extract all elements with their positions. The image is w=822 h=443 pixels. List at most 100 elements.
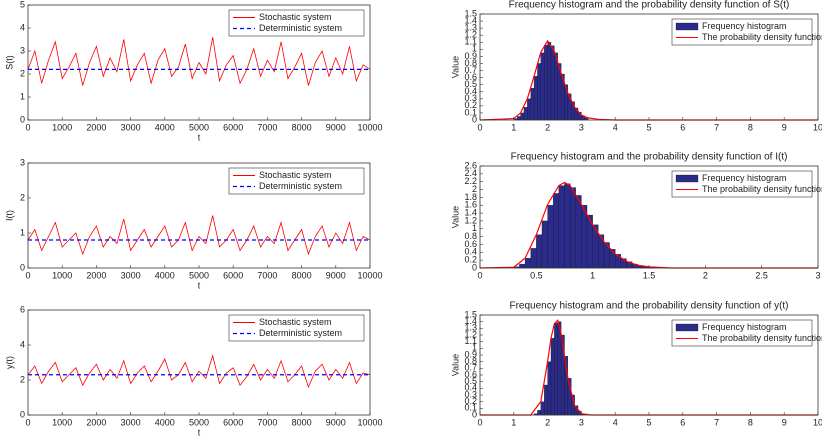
series-line — [27, 353, 371, 389]
x-tick-label: 1.5 — [643, 270, 656, 280]
x-tick-label: 3 — [579, 417, 584, 427]
histogram-bar — [544, 44, 548, 121]
histogram-bar — [523, 107, 528, 121]
y-axis-label: Value — [450, 56, 460, 78]
y-tick-label: 1 — [472, 343, 477, 353]
x-tick-label: 4000 — [155, 270, 175, 280]
histogram-bar — [544, 384, 548, 416]
y-tick-label: 0 — [20, 262, 25, 272]
y-tick-label: 0 — [20, 409, 25, 419]
y-tick-label: 4 — [20, 339, 25, 349]
y-tick-label: 3 — [20, 45, 25, 55]
x-tick-label: 3 — [815, 270, 820, 280]
x-tick-label: 1 — [511, 417, 516, 427]
y-axis-label: y(t) — [4, 356, 14, 369]
histogram-bar — [524, 258, 531, 269]
x-tick-label: 2.5 — [755, 270, 768, 280]
legend-label: Deterministic system — [259, 181, 342, 191]
y-tick-label: 0 — [472, 114, 477, 124]
y-tick-label: 2.6 — [464, 160, 477, 170]
x-tick-label: 5000 — [189, 122, 209, 132]
y-tick-label: 0.4 — [464, 86, 477, 96]
x-tick-label: 8 — [748, 417, 753, 427]
x-tick-label: 5000 — [189, 270, 209, 280]
pdf-line — [480, 319, 818, 416]
legend-box — [228, 9, 365, 37]
y-tick-label: 4 — [20, 22, 25, 32]
y-tick-label: 1.1 — [464, 336, 477, 346]
x-tick-label: 10000 — [357, 417, 382, 427]
histogram-bar — [564, 183, 571, 269]
chart-title: Frequency histogram and the probability … — [511, 152, 788, 163]
pdf-line — [479, 39, 818, 121]
y-tick-label: 0.9 — [464, 349, 477, 359]
histogram-bar — [609, 249, 616, 269]
x-tick-label: 2000 — [86, 270, 106, 280]
series-line — [27, 215, 371, 256]
x-tick-label: 3000 — [121, 122, 141, 132]
legend-swatch — [675, 174, 699, 183]
x-tick-label: 5 — [646, 122, 651, 132]
y-tick-label: 1.8 — [464, 192, 477, 202]
x-tick-label: 7 — [714, 417, 719, 427]
x-tick-label: 0.5 — [530, 270, 543, 280]
y-tick-label: 0 — [472, 409, 477, 419]
x-tick-label: 1 — [511, 122, 516, 132]
x-tick-label: 2000 — [86, 122, 106, 132]
x-tick-label: 6000 — [223, 270, 243, 280]
x-tick-label: 8 — [748, 122, 753, 132]
y-tick-label: 2 — [20, 68, 25, 78]
y-tick-label: 1 — [20, 91, 25, 101]
x-tick-label: 1000 — [52, 270, 72, 280]
y-tick-label: 1.1 — [464, 37, 477, 47]
x-tick-label: 10000 — [357, 270, 382, 280]
y-tick-label: 0.3 — [464, 389, 477, 399]
y-axis-label: S(t) — [4, 55, 14, 70]
histogram-bar — [537, 410, 541, 416]
y-tick-label: 0.8 — [464, 356, 477, 366]
x-tick-label: 1000 — [52, 122, 72, 132]
y-tick-label: 0.3 — [464, 93, 477, 103]
x-tick-label: 5 — [646, 417, 651, 427]
x-axis-label: t — [198, 427, 201, 437]
x-tick-label: 2000 — [86, 417, 106, 427]
legend-swatch — [675, 22, 699, 31]
x-tick-label: 1 — [590, 270, 595, 280]
y-tick-label: 0.1 — [464, 403, 477, 413]
x-tick-label: 8000 — [292, 270, 312, 280]
legend-label: The probability density function — [702, 333, 822, 343]
y-tick-label: 1.4 — [464, 207, 477, 217]
histogram-bar — [540, 52, 545, 121]
x-tick-label: 6 — [680, 122, 685, 132]
histogram-bar — [553, 193, 560, 269]
y-tick-label: 0.6 — [464, 72, 477, 82]
y-tick-label: 0.1 — [464, 107, 477, 117]
histogram-bar — [554, 52, 558, 121]
legend-box — [228, 314, 365, 342]
x-tick-label: 3000 — [121, 270, 141, 280]
x-tick-label: 0 — [477, 270, 482, 280]
y-tick-label: 1 — [20, 227, 25, 237]
y-tick-label: 1.4 — [464, 15, 477, 25]
histogram-bar — [550, 45, 555, 121]
histogram-bar — [540, 401, 545, 416]
x-tick-label: 6 — [680, 417, 685, 427]
histogram-bar — [527, 98, 531, 121]
x-tick-label: 2 — [545, 417, 550, 427]
histogram-bar — [530, 88, 535, 121]
x-tick-label: 9 — [782, 122, 787, 132]
histogram-bar — [547, 205, 554, 269]
histogram-bar — [533, 76, 538, 121]
y-tick-label: 0 — [20, 114, 25, 124]
x-tick-label: 8000 — [292, 122, 312, 132]
x-tick-label: 4000 — [155, 122, 175, 132]
histogram-bar — [519, 263, 526, 269]
histogram-bar — [537, 63, 541, 121]
x-axis-label: t — [198, 280, 201, 290]
x-tick-label: 0 — [25, 270, 30, 280]
x-tick-label: 7 — [714, 122, 719, 132]
histogram-bar — [530, 248, 537, 269]
y-tick-label: 1 — [472, 44, 477, 54]
y-tick-label: 1.5 — [464, 309, 477, 319]
